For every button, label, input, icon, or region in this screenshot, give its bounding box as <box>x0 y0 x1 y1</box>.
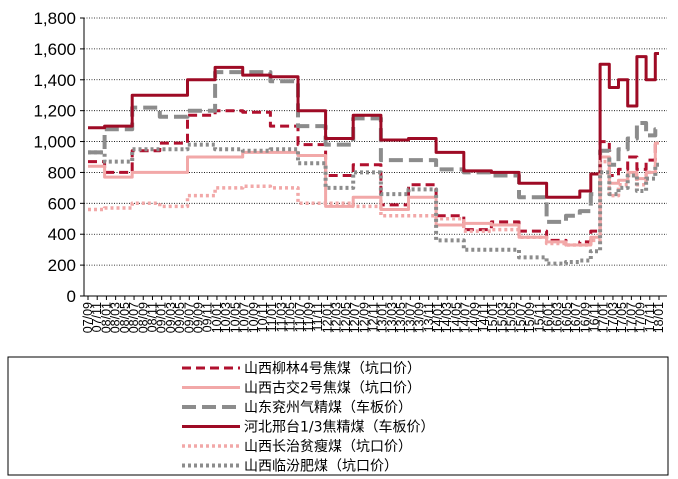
x-tick-label: 13/07 <box>403 302 417 333</box>
x-tick-label: 15/07 <box>514 302 528 333</box>
x-tick-label: 11/05 <box>284 302 298 332</box>
x-tick-label: 11/07 <box>293 302 307 332</box>
x-tick-label: 17/09 <box>634 302 648 333</box>
x-tick-label: 14/01 <box>431 302 445 333</box>
y-tick-label: 600 <box>48 194 76 213</box>
x-tick-label: 10/01 <box>210 302 224 333</box>
x-tick-label: 17/07 <box>624 302 638 333</box>
x-tick-label: 12/09 <box>357 302 371 333</box>
x-tick-label: 10/09 <box>247 302 261 333</box>
x-tick-label: 10/11 <box>256 302 270 332</box>
x-tick-label: 15/01 <box>486 302 500 333</box>
legend-label: 河北邢台1/3焦精煤（车板价） <box>244 419 435 436</box>
grid-lines <box>84 17 667 266</box>
legend-label: 山西临汾肥煤（坑口价） <box>244 459 398 475</box>
x-tick-label: 08/05 <box>118 302 132 333</box>
x-tick-label: 07/09 <box>81 302 95 333</box>
y-tick-label: 200 <box>48 256 76 275</box>
x-tick-label: 08/03 <box>109 302 123 333</box>
x-tick-label: 16/09 <box>578 302 592 333</box>
x-tick-label: 08/11 <box>145 302 159 332</box>
x-tick-label: 10/07 <box>238 302 252 333</box>
x-tick-label: 14/09 <box>468 302 482 333</box>
x-tick-label: 08/09 <box>136 302 150 333</box>
x-tick-label: 14/03 <box>440 302 454 333</box>
x-tick-label: 17/11 <box>643 302 657 332</box>
y-tick-label: 0 <box>67 287 76 306</box>
x-tick-label: 10/03 <box>219 302 233 333</box>
series-lines <box>88 52 659 266</box>
x-tick-label: 11/03 <box>274 302 288 332</box>
x-tick-label: 13/05 <box>394 302 408 333</box>
x-tick-label: 17/03 <box>606 302 620 333</box>
legend-label: 山东兖州气精煤（车板价） <box>244 399 412 416</box>
x-tick-label: 15/09 <box>523 302 537 333</box>
x-tick-label: 11/09 <box>302 302 316 332</box>
y-tick-label: 1,200 <box>33 102 76 121</box>
legend: 山西柳林4号焦煤（坑口价） 山西古交2号焦煤（坑口价） 山东兖州气精煤（车板价） 河北… <box>7 356 669 476</box>
x-tick-label: 15/11 <box>532 302 546 332</box>
legend-label: 山西古交2号焦煤（坑口价） <box>244 380 421 397</box>
x-tick-label: 12/01 <box>320 302 334 333</box>
x-tick-label: 15/05 <box>505 302 519 333</box>
x-tick-label: 14/07 <box>459 302 473 333</box>
y-tick-label: 1,800 <box>33 9 76 28</box>
x-tick-label: 12/03 <box>330 302 344 333</box>
x-tick-label: 13/03 <box>385 302 399 333</box>
axes <box>83 18 667 297</box>
x-tick-label: 12/07 <box>348 302 362 333</box>
x-tick-label: 13/11 <box>422 302 436 332</box>
y-tick-label: 800 <box>48 163 76 182</box>
x-tick-label: 16/07 <box>569 302 583 333</box>
x-tick-label: 11/01 <box>265 302 279 332</box>
legend-label: 山西长治贫瘦煤（坑口价） <box>244 438 412 455</box>
x-tick-label: 16/01 <box>541 302 555 333</box>
x-tick-label: 09/03 <box>164 302 178 333</box>
x-tick-label: 10/05 <box>228 302 242 333</box>
y-tick-label: 400 <box>48 225 76 244</box>
x-tick-label: 11/11 <box>311 302 325 331</box>
legend-box <box>7 356 669 476</box>
x-tick-label: 18/01 <box>652 302 666 333</box>
x-tick-label: 07/11 <box>90 302 104 332</box>
y-tick-label: 1,000 <box>33 133 76 152</box>
series-line-4 <box>88 52 659 199</box>
x-ticks: 07/0907/1108/0108/0308/0508/0708/0908/11… <box>81 296 666 333</box>
x-tick-label: 16/05 <box>560 302 574 333</box>
x-tick-label: 15/03 <box>495 302 509 333</box>
x-tick-label: 17/05 <box>615 302 629 333</box>
legend-label: 山西柳林4号焦煤（坑口价） <box>244 360 421 377</box>
series-line-1 <box>88 109 659 247</box>
x-tick-label: 13/09 <box>413 302 427 333</box>
x-tick-label: 14/05 <box>449 302 463 333</box>
x-tick-label: 09/05 <box>173 302 187 333</box>
x-tick-label: 13/01 <box>376 302 390 333</box>
x-tick-label: 16/11 <box>588 302 602 332</box>
x-tick-label: 08/07 <box>127 302 141 333</box>
x-tick-label: 17/01 <box>597 302 611 333</box>
y-ticks: 0 200 400 600 800 1,000 1,200 1,400 1,600 1,800 <box>33 9 84 306</box>
x-tick-label: 08/01 <box>99 302 113 333</box>
x-tick-label: 14/11 <box>477 302 491 332</box>
x-tick-label: 09/01 <box>155 302 169 333</box>
y-tick-label: 1,600 <box>33 40 76 59</box>
x-tick-label: 16/03 <box>551 302 565 333</box>
x-tick-label: 09/09 <box>192 302 206 333</box>
x-tick-label: 12/05 <box>339 302 353 333</box>
x-tick-label: 09/07 <box>182 302 196 333</box>
x-tick-label: 09/11 <box>201 302 215 332</box>
y-tick-label: 1,400 <box>33 71 76 90</box>
series-line-6 <box>88 142 659 266</box>
x-tick-label: 12/11 <box>367 302 381 332</box>
series-line-2 <box>88 141 659 247</box>
